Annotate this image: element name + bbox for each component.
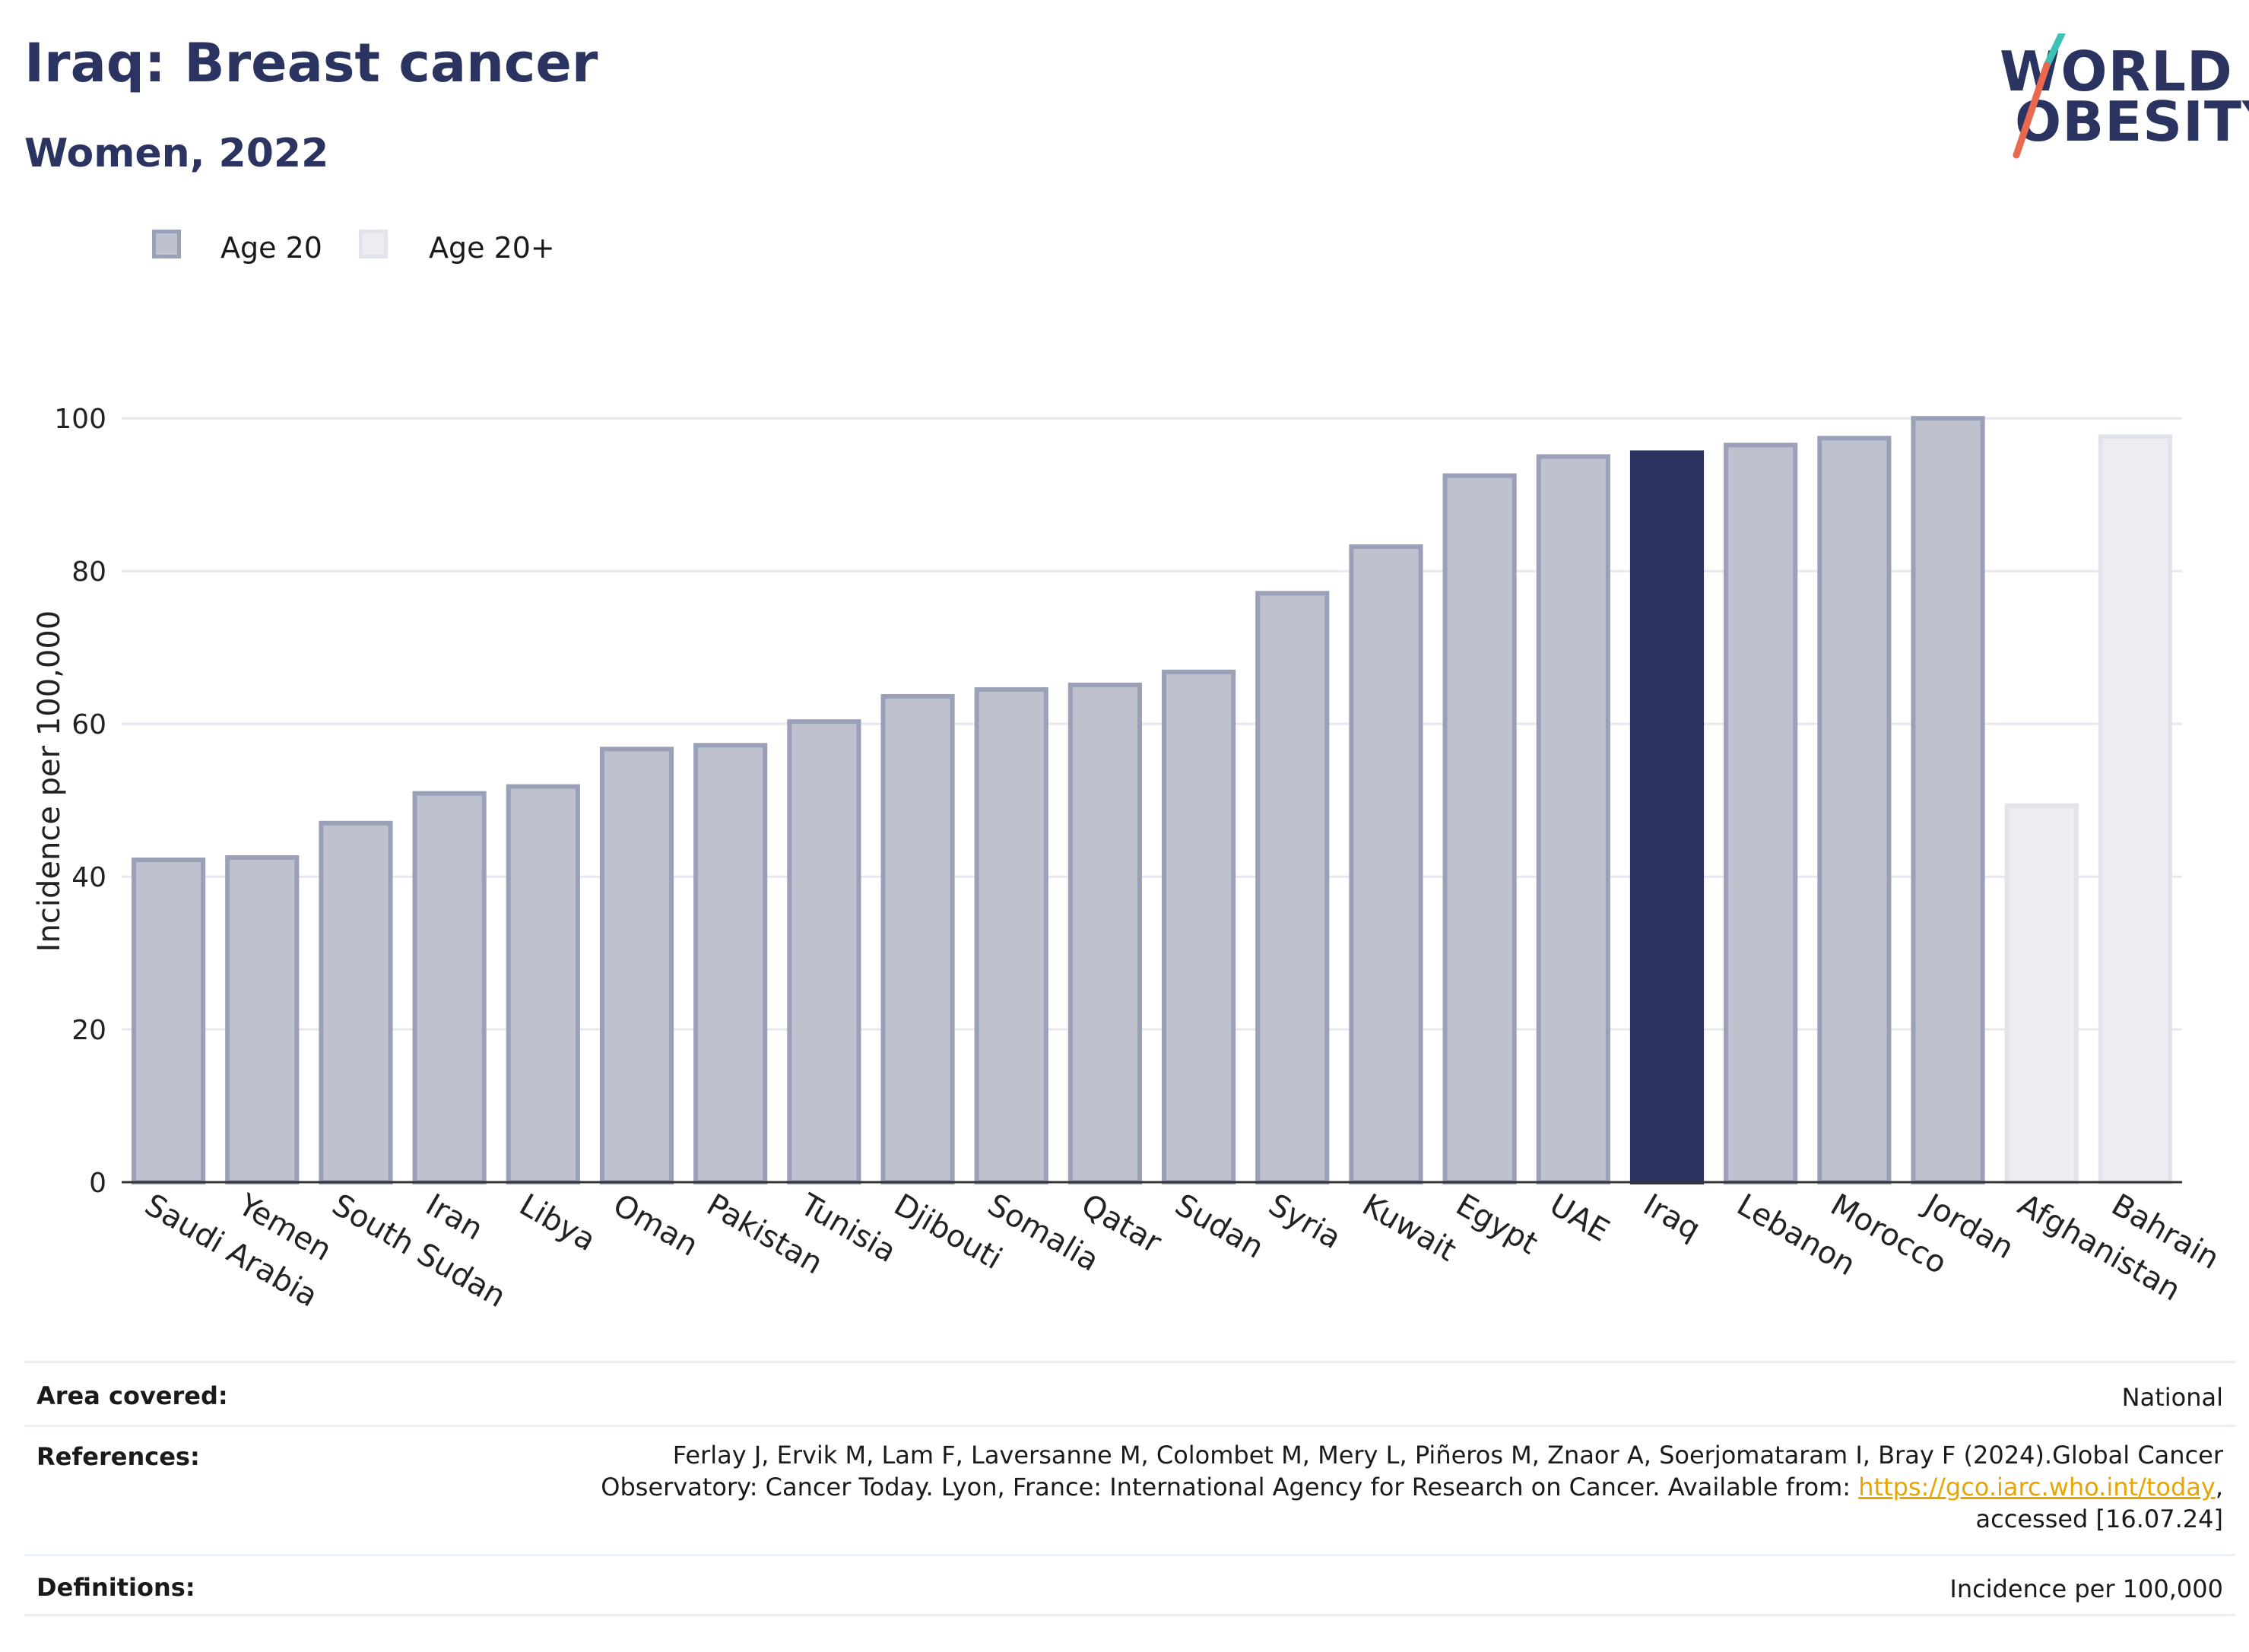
bar-afghanistan bbox=[2004, 803, 2079, 1184]
definitions-value: Incidence per 100,000 bbox=[1949, 1574, 2223, 1603]
y-tick-label: 100 bbox=[54, 404, 106, 435]
bar-bahrain bbox=[2098, 434, 2172, 1184]
page-subtitle: Women, 2022 bbox=[24, 131, 329, 176]
bar-uae bbox=[1536, 454, 1610, 1184]
footer-row-area: Area covered: National bbox=[24, 1361, 2235, 1425]
definitions-label: Definitions: bbox=[36, 1573, 195, 1602]
logo-line-2: OBESITY bbox=[2015, 90, 2249, 154]
x-tick-label: Djibouti bbox=[888, 1187, 1007, 1276]
world-obesity-logo: WORLD OBESITY bbox=[1977, 33, 2249, 163]
bar-syria bbox=[1255, 591, 1330, 1184]
footer-row-definitions: Definitions: Incidence per 100,000 bbox=[24, 1554, 2235, 1616]
bar-oman bbox=[599, 747, 674, 1184]
footer-row-references: References: Ferlay J, Ervik M, Lam F, La… bbox=[24, 1425, 2235, 1554]
chart-footer: Area covered: National References: Ferla… bbox=[24, 1361, 2235, 1616]
bar-somalia bbox=[974, 686, 1048, 1184]
x-tick-label: Iraq bbox=[1638, 1187, 1707, 1248]
bar-kuwait bbox=[1349, 544, 1423, 1184]
legend-swatch-age-20 bbox=[152, 230, 181, 258]
references-line-2-text: Observatory: Cancer Today. Lyon, France:… bbox=[601, 1473, 1859, 1501]
bar-saudi-arabia bbox=[132, 857, 206, 1184]
references-link[interactable]: https://gco.iarc.who.int/today bbox=[1858, 1473, 2216, 1501]
bar-libya bbox=[506, 784, 580, 1184]
bar-sudan bbox=[1162, 669, 1236, 1184]
x-tick-label: UAE bbox=[1543, 1187, 1615, 1249]
y-axis-title: Incidence per 100,000 bbox=[32, 610, 67, 953]
references-line-3: accessed [16.07.24] bbox=[1975, 1505, 2223, 1533]
references-line-1: Ferlay J, Ervik M, Lam F, Laversanne M, … bbox=[672, 1441, 2223, 1470]
y-tick-label: 80 bbox=[71, 556, 106, 588]
legend-label-age-20: Age 20 bbox=[220, 231, 322, 265]
references-line-2: Observatory: Cancer Today. Lyon, France:… bbox=[474, 1471, 2223, 1503]
references-label: References: bbox=[36, 1442, 200, 1471]
y-tick-label: 0 bbox=[89, 1168, 106, 1199]
y-tick-label: 40 bbox=[71, 862, 106, 893]
legend-swatch-age-20-plus bbox=[359, 230, 388, 258]
page-title: Iraq: Breast cancer bbox=[24, 32, 598, 94]
y-tick-label: 20 bbox=[71, 1015, 106, 1046]
legend-label-age-20-plus: Age 20+ bbox=[429, 231, 555, 265]
references-value: Ferlay J, Ervik M, Lam F, Laversanne M, … bbox=[474, 1439, 2223, 1535]
bar-qatar bbox=[1067, 682, 1142, 1184]
bar-south-sudan bbox=[319, 820, 393, 1185]
x-tick-label: Syria bbox=[1263, 1187, 1347, 1256]
bar-morocco bbox=[1817, 436, 1892, 1184]
x-tick-label: Kuwait bbox=[1356, 1187, 1462, 1269]
bar-djibouti bbox=[880, 693, 955, 1184]
x-tick-label: Sudan bbox=[1169, 1187, 1270, 1266]
area-covered-label: Area covered: bbox=[36, 1381, 228, 1410]
bar-iran bbox=[412, 791, 487, 1184]
bar-pakistan bbox=[693, 743, 768, 1184]
logo-slash-icon bbox=[2013, 33, 2066, 159]
bar-yemen bbox=[225, 855, 300, 1184]
references-line-2-comma: , bbox=[2215, 1473, 2223, 1501]
bar-iraq bbox=[1629, 450, 1705, 1184]
x-tick-label: Egypt bbox=[1450, 1187, 1543, 1262]
area-covered-value: National bbox=[2121, 1383, 2223, 1412]
bar-jordan bbox=[1911, 416, 1985, 1184]
x-tick-label: Oman bbox=[607, 1187, 704, 1264]
y-tick-label: 60 bbox=[71, 709, 106, 740]
x-tick-label: Libya bbox=[513, 1187, 601, 1258]
bar-tunisia bbox=[787, 719, 861, 1184]
bar-lebanon bbox=[1724, 442, 1798, 1184]
x-tick-label: South Sudan bbox=[326, 1187, 512, 1314]
bar-egypt bbox=[1442, 473, 1517, 1184]
